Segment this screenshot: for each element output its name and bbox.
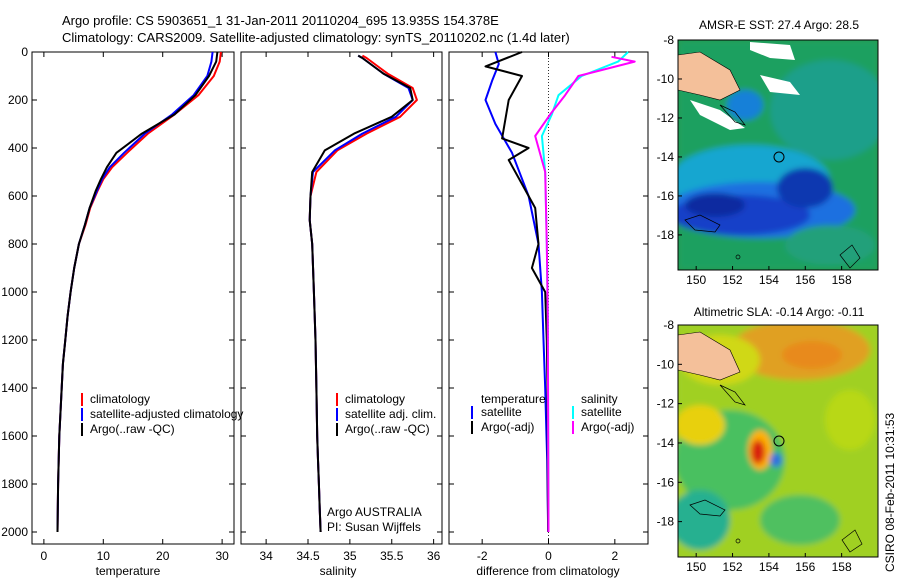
credit-timestamp: CSIRO 08-Feb-2011 10:31:53: [883, 412, 897, 572]
xtick-label: 10: [97, 549, 111, 563]
map-xtick-label: 154: [759, 273, 779, 287]
difference-xlabel: difference from climatology: [476, 564, 619, 578]
xtick-label: 34: [259, 549, 273, 563]
sst-map-panel: AMSR-E SST: 27.4 Argo: 28.5: [657, 18, 879, 287]
map-xtick-label: 158: [832, 273, 852, 287]
series-salinity-argo-adj-: [534, 55, 636, 533]
map-ytick-label: -18: [657, 228, 675, 242]
xtick-label: 35: [343, 549, 357, 563]
ytick-label: 1000: [1, 285, 28, 299]
xtick-label: 35.5: [380, 549, 404, 563]
ytick-label: 1800: [1, 477, 28, 491]
ytick-label: 1200: [1, 333, 28, 347]
map-ytick-label: -12: [657, 397, 675, 411]
xtick-label: 2: [611, 549, 618, 563]
legend-temp-satellite: satellite: [481, 405, 522, 419]
map-xtick-label: 156: [795, 560, 815, 574]
series-argo-raw-qc-: [56, 51, 219, 533]
series-satellite-adj-clim-: [308, 54, 414, 533]
sla-heatmap: [678, 325, 878, 557]
series-temperature-satellite: [484, 51, 550, 533]
legend-temp-argo: Argo(-adj): [481, 420, 534, 434]
map-ytick-label: -14: [657, 150, 675, 164]
map-ytick-label: -8: [663, 33, 674, 47]
ytick-label: 0: [21, 45, 28, 59]
map-xtick-label: 150: [686, 273, 706, 287]
xtick-label: 34.5: [296, 549, 320, 563]
map-xtick-label: 152: [723, 560, 743, 574]
sst-map-title: AMSR-E SST: 27.4 Argo: 28.5: [699, 18, 859, 32]
map-ytick-label: -8: [663, 318, 674, 332]
sla-map-title: Altimetric SLA: -0.14 Argo: -0.11: [694, 305, 865, 319]
ytick-label: 1400: [1, 381, 28, 395]
map-ytick-label: -18: [657, 515, 675, 529]
figure-title-line2: Climatology: CARS2009. Satellite-adjuste…: [62, 30, 570, 45]
xtick-label: -2: [477, 549, 488, 563]
map-xtick-label: 158: [832, 560, 852, 574]
legend-salinity-title: salinity: [581, 392, 618, 406]
salinity-legend: climatology satellite adj. clim. Argo(..…: [336, 392, 436, 436]
series-salinity-satellite: [540, 51, 629, 533]
salinity-panel: 34 34.5 35 35.5 36 salinity climatology sate…: [240, 51, 443, 578]
sla-map-panel: Altimetric SLA: -0.14 Argo: -0.11: [657, 305, 879, 574]
figure-title-line1: Argo profile: CS 5903651_1 31-Jan-2011 2…: [62, 13, 499, 28]
series-argo-raw-qc-: [308, 54, 414, 533]
difference-panel: -2 0 2 difference from climatology tempera…: [448, 51, 649, 578]
map-ytick-label: -14: [657, 436, 675, 450]
pi-label: PI: Susan Wijffels: [327, 520, 421, 534]
ytick-label: 2000: [1, 525, 28, 539]
xtick-label: 30: [215, 549, 229, 563]
legend-temperature-title: temperature: [481, 392, 546, 406]
map-xtick-label: 156: [795, 273, 815, 287]
temperature-panel: 0 10 20 30 0 200 400 600 800 1000 1200 1400 1600 1800…: [1, 45, 243, 578]
ytick-label: 800: [8, 237, 28, 251]
legend-argo: Argo(..raw -QC): [90, 422, 175, 436]
ytick-label: 1600: [1, 429, 28, 443]
legend-satellite-adj: satellite adj. clim.: [345, 407, 436, 421]
xtick-label: 0: [41, 549, 48, 563]
sst-argo-marker: [773, 151, 785, 163]
temperature-legend: climatology satellite-adjusted climatolo…: [81, 392, 243, 436]
map-xtick-label: 154: [759, 560, 779, 574]
map-xtick-label: 152: [723, 273, 743, 287]
legend-sal-argo: Argo(-adj): [581, 420, 634, 434]
map-ytick-label: -16: [657, 475, 675, 489]
sla-argo-marker: [773, 435, 785, 447]
xtick-label: 0: [545, 549, 552, 563]
sst-heatmap: [678, 40, 878, 270]
ytick-label: 200: [8, 93, 28, 107]
ytick-label: 400: [8, 141, 28, 155]
argo-program-label: Argo AUSTRALIA: [327, 505, 422, 519]
series-climatology: [56, 51, 222, 533]
legend-climatology: climatology: [90, 392, 150, 406]
salinity-xlabel: salinity: [320, 564, 357, 578]
map-ytick-label: -16: [657, 189, 675, 203]
series-satellite-adjusted-climatology: [56, 51, 214, 533]
xtick-label: 20: [156, 549, 170, 563]
difference-legend: temperature satellite Argo(-adj) salinit…: [471, 392, 634, 434]
map-xtick-label: 150: [686, 560, 706, 574]
map-ytick-label: -10: [657, 72, 675, 86]
ytick-label: 600: [8, 189, 28, 203]
series-climatology: [308, 54, 418, 533]
legend-satellite-adjusted: satellite-adjusted climatology: [90, 407, 243, 421]
map-ytick-label: -12: [657, 111, 675, 125]
xtick-label: 36: [427, 549, 441, 563]
legend-climatology: climatology: [345, 392, 405, 406]
temperature-xlabel: temperature: [96, 564, 161, 578]
map-ytick-label: -10: [657, 357, 675, 371]
legend-sal-satellite: satellite: [581, 405, 622, 419]
legend-argo: Argo(..raw -QC): [345, 422, 430, 436]
